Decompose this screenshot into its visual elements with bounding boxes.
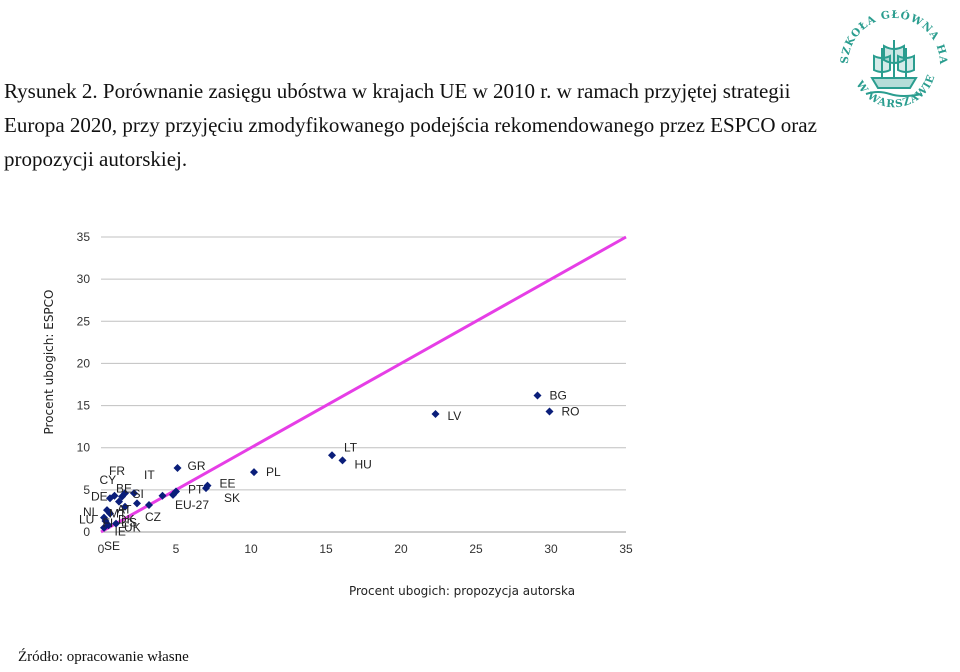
point-bg xyxy=(534,391,542,399)
source-note: Źródło: opracowanie własne xyxy=(18,649,189,666)
point-gr xyxy=(174,464,182,472)
x-tick-label-10: 10 xyxy=(244,542,258,556)
y-tick-label-15: 15 xyxy=(77,399,91,413)
y-tick-label-25: 25 xyxy=(77,314,91,328)
point-label-si: SI xyxy=(133,487,144,501)
point-label-sk: SK xyxy=(224,491,240,505)
point-label-it: IT xyxy=(144,468,155,482)
point-pl xyxy=(250,468,258,476)
point-label-gr: GR xyxy=(188,459,206,473)
point-label-be: BE xyxy=(116,482,132,496)
point-label-fi: FI xyxy=(103,516,114,530)
point-label-de: DE xyxy=(91,489,108,503)
point-label-bg: BG xyxy=(550,388,567,402)
x-tick-label-30: 30 xyxy=(544,542,558,556)
point-label-pt: PT xyxy=(188,483,204,497)
point-label-ro: RO xyxy=(562,404,580,418)
x-axis-label: Procent ubogich: propozycja autorska xyxy=(349,584,575,598)
y-tick-label-10: 10 xyxy=(77,441,91,455)
y-tick-label-30: 30 xyxy=(77,272,91,286)
point-label-eu-27: EU-27 xyxy=(175,498,209,512)
point-label-se: SE xyxy=(104,539,120,553)
y-tick-label-20: 20 xyxy=(77,356,91,370)
x-tick-label-15: 15 xyxy=(319,542,333,556)
x-tick-label-35: 35 xyxy=(619,542,633,556)
point-hu xyxy=(339,456,347,464)
y-axis-label: Procent ubogich: ESPCO xyxy=(42,290,56,435)
point-label-ee: EE xyxy=(220,477,236,491)
point-lv xyxy=(432,410,440,418)
x-tick-label-25: 25 xyxy=(469,542,483,556)
point-label-pl: PL xyxy=(266,465,281,479)
point-label-lv: LV xyxy=(448,409,462,423)
point-label-lt: LT xyxy=(344,440,358,454)
x-tick-label-5: 5 xyxy=(173,542,180,556)
point-label-cz: CZ xyxy=(145,510,161,524)
x-axis-ticks: 0 5 10 15 20 25 30 35 xyxy=(98,542,633,556)
y-tick-label-35: 35 xyxy=(77,230,91,244)
data-points xyxy=(100,391,554,531)
point-label-cy: CY xyxy=(100,473,117,487)
y-tick-label-0: 0 xyxy=(83,525,90,539)
y-axis-ticks: 0 5 10 15 20 25 30 35 xyxy=(77,230,91,539)
y-tick-label-5: 5 xyxy=(83,483,90,497)
point-labels: BGROLVLTHUPLGREESKPTEU-27SICZMTITFRBECYD… xyxy=(79,388,580,552)
point-ro xyxy=(546,407,554,415)
point-lt xyxy=(328,451,336,459)
x-tick-label-20: 20 xyxy=(394,542,408,556)
point-label-uk: UK xyxy=(124,521,141,535)
point-label-lu: LU xyxy=(79,513,94,527)
point-label-hu: HU xyxy=(355,457,372,471)
reference-line-y-equals-x xyxy=(101,237,626,532)
point-label-ie: IE xyxy=(115,524,126,538)
